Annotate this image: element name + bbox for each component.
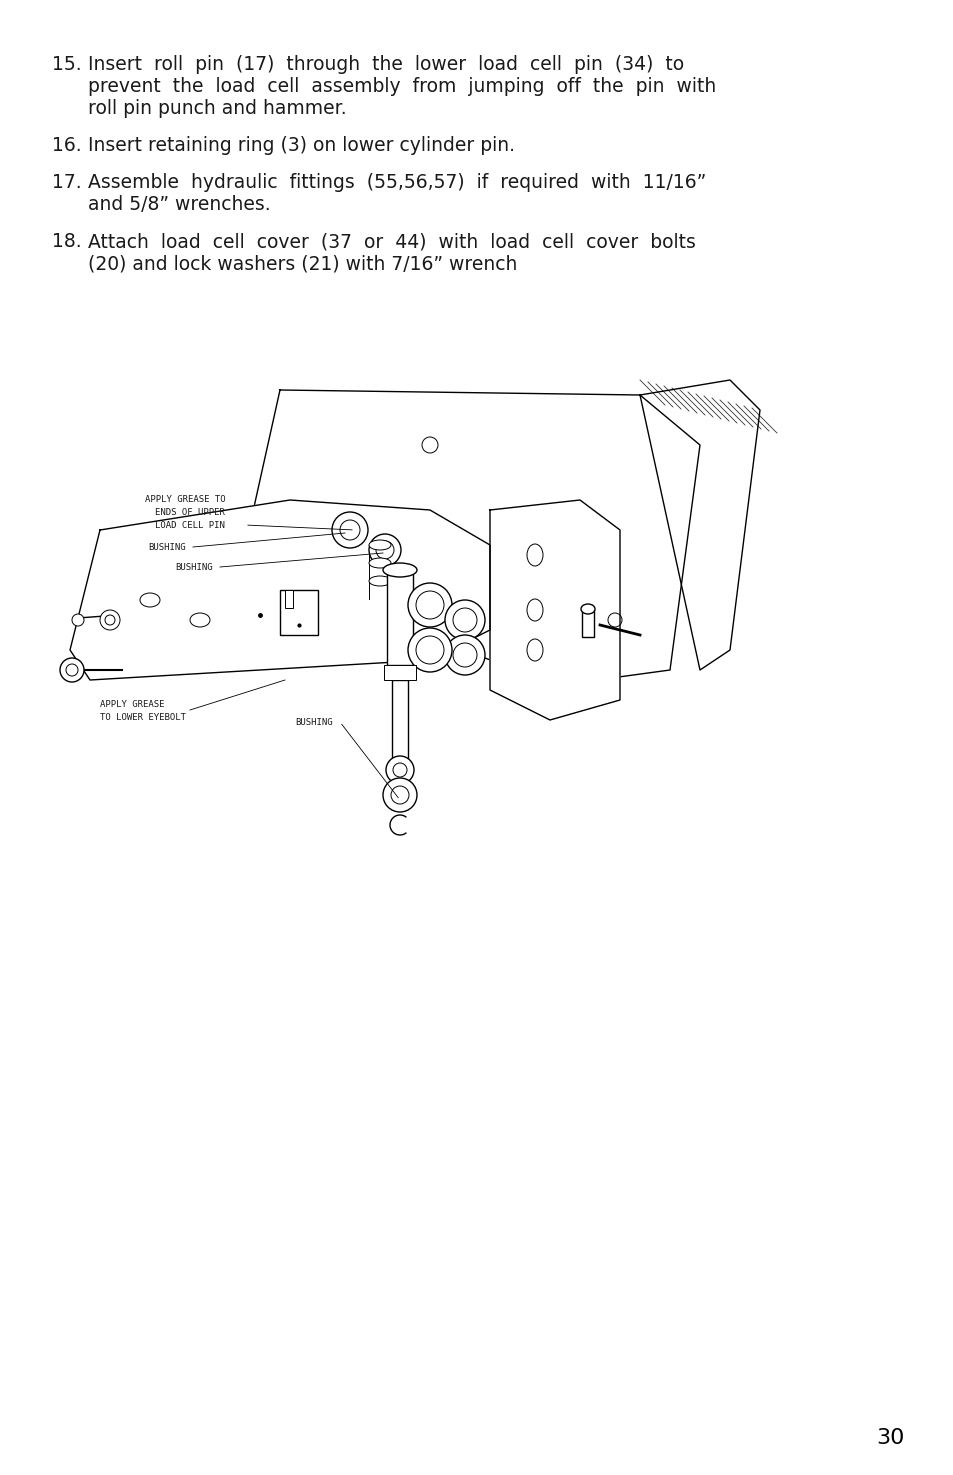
Circle shape [66, 664, 78, 676]
Text: roll pin punch and hammer.: roll pin punch and hammer. [88, 99, 346, 118]
Circle shape [100, 611, 120, 630]
Text: 15.: 15. [52, 55, 82, 74]
Circle shape [408, 583, 452, 627]
Circle shape [453, 608, 476, 631]
Text: prevent  the  load  cell  assembly  from  jumping  off  the  pin  with: prevent the load cell assembly from jump… [88, 77, 716, 96]
Circle shape [391, 786, 409, 804]
Text: Insert retaining ring (3) on lower cylinder pin.: Insert retaining ring (3) on lower cylin… [88, 136, 515, 155]
Ellipse shape [526, 544, 542, 566]
Text: 16.: 16. [52, 136, 82, 155]
Circle shape [382, 777, 416, 813]
Text: Attach  load  cell  cover  (37  or  44)  with  load  cell  cover  bolts: Attach load cell cover (37 or 44) with l… [88, 232, 695, 251]
Circle shape [386, 757, 414, 785]
Bar [387, 569, 413, 665]
Ellipse shape [369, 558, 391, 568]
Polygon shape [639, 381, 760, 670]
Bar [285, 590, 293, 608]
Circle shape [369, 534, 400, 566]
Circle shape [393, 763, 407, 777]
Circle shape [105, 615, 115, 625]
Circle shape [421, 437, 437, 453]
Ellipse shape [580, 603, 595, 614]
Circle shape [444, 636, 484, 676]
Text: 17.: 17. [52, 173, 82, 192]
Text: APPLY GREASE: APPLY GREASE [100, 701, 164, 709]
Bar [581, 609, 594, 637]
Ellipse shape [369, 577, 391, 586]
Polygon shape [70, 500, 490, 680]
Text: 30: 30 [876, 1428, 904, 1448]
Circle shape [444, 600, 484, 640]
Text: and 5/8” wrenches.: and 5/8” wrenches. [88, 195, 271, 214]
Text: BUSHING: BUSHING [148, 543, 186, 552]
Ellipse shape [140, 593, 160, 608]
Ellipse shape [382, 563, 416, 577]
Circle shape [408, 628, 452, 673]
Circle shape [453, 643, 476, 667]
Circle shape [60, 658, 84, 681]
Circle shape [339, 521, 359, 540]
Ellipse shape [369, 540, 391, 550]
Text: TO LOWER EYEBOLT: TO LOWER EYEBOLT [100, 712, 186, 721]
Bar [280, 590, 317, 636]
Text: BUSHING: BUSHING [174, 563, 213, 572]
Bar [384, 665, 416, 680]
Circle shape [416, 636, 443, 664]
Text: ENDS OF UPPER: ENDS OF UPPER [154, 507, 225, 518]
Circle shape [607, 614, 621, 627]
Polygon shape [240, 389, 700, 684]
Ellipse shape [190, 614, 210, 627]
Text: APPLY GREASE TO: APPLY GREASE TO [145, 496, 226, 504]
Text: Assemble  hydraulic  fittings  (55,56,57)  if  required  with  11/16”: Assemble hydraulic fittings (55,56,57) i… [88, 173, 705, 192]
Text: Insert  roll  pin  (17)  through  the  lower  load  cell  pin  (34)  to: Insert roll pin (17) through the lower l… [88, 55, 683, 74]
Ellipse shape [526, 599, 542, 621]
Text: 18.: 18. [52, 232, 82, 251]
Circle shape [71, 614, 84, 625]
Bar [392, 680, 408, 760]
Text: BUSHING: BUSHING [294, 718, 333, 727]
Circle shape [416, 591, 443, 620]
Text: LOAD CELL PIN: LOAD CELL PIN [154, 521, 225, 530]
Ellipse shape [390, 583, 410, 597]
Polygon shape [490, 500, 619, 720]
Circle shape [332, 512, 368, 549]
Ellipse shape [382, 563, 416, 577]
Circle shape [375, 541, 394, 559]
Text: (20) and lock washers (21) with 7/16” wrench: (20) and lock washers (21) with 7/16” wr… [88, 254, 517, 273]
Ellipse shape [526, 639, 542, 661]
